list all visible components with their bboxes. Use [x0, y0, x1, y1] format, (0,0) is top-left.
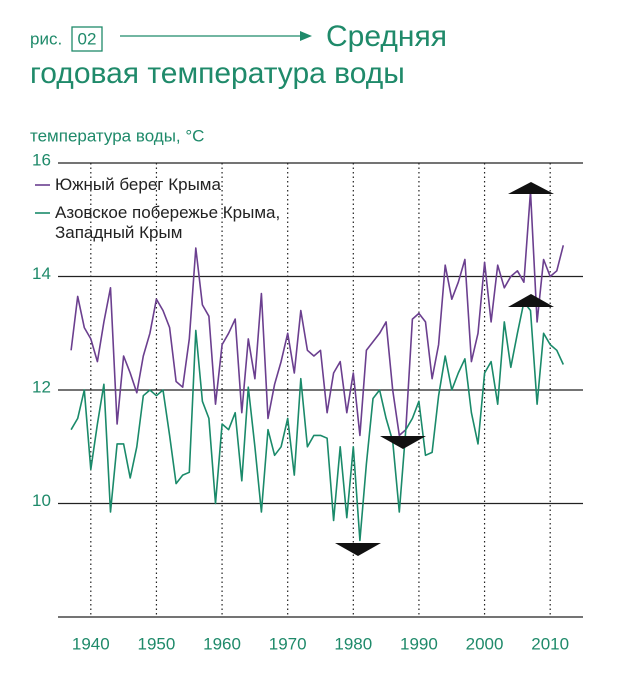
- marker-up: [508, 182, 554, 194]
- x-tick-label: 1960: [203, 634, 241, 653]
- title-line: годовая температура воды: [30, 57, 405, 90]
- series-line: [70, 190, 565, 437]
- chart-title: Средняя годовая температура воды: [30, 20, 447, 90]
- y-tick-label: 12: [32, 377, 51, 396]
- x-tick-label: 1940: [72, 634, 110, 653]
- y-tick-label: 16: [32, 150, 51, 169]
- fig-box: [71, 26, 103, 52]
- marker-down: [335, 543, 381, 556]
- x-tick-label: 1970: [269, 634, 307, 653]
- y-tick-label: 10: [32, 491, 51, 510]
- x-tick-label: 2010: [531, 634, 569, 653]
- marker-down: [380, 436, 426, 449]
- x-tick-label: 1950: [138, 634, 176, 653]
- fig-prefix: рис.: [30, 29, 62, 48]
- legend-entry: Южный берег Крыма: [55, 175, 221, 194]
- y-tick-label: 14: [32, 264, 51, 283]
- markers: [335, 182, 554, 556]
- x-tick-label: 1980: [334, 634, 372, 653]
- arrow-head: [300, 31, 312, 41]
- title-line: Средняя: [326, 20, 447, 53]
- fig-number: 02: [78, 29, 97, 48]
- x-tick-label: 1990: [400, 634, 438, 653]
- series-line: [70, 301, 565, 542]
- legend-entry: Азовское побережье Крыма, Западный Крым: [55, 203, 281, 242]
- x-tick-label: 2000: [466, 634, 504, 653]
- y-axis-label: температура воды, °С: [30, 126, 204, 145]
- marker-up: [508, 294, 554, 307]
